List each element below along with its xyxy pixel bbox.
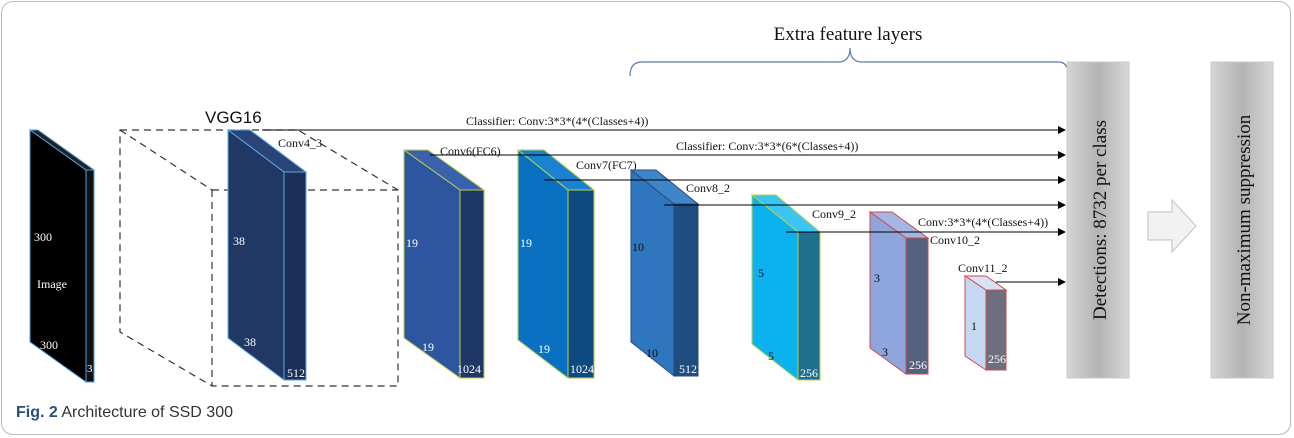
extra-layers-brace [629,47,1069,77]
conv6-block [402,149,486,379]
conv10-channels: 256 [909,358,927,372]
image-label: Image [37,277,67,291]
conv7-dim-2: 19 [538,342,550,356]
caption-label: Fig. 2 [16,404,58,421]
conv11-label: Conv11_2 [958,261,1008,275]
conv9-channels: 256 [800,366,818,380]
conv10-label: Conv10_2 [930,233,980,247]
conv8-label: Conv8_2 [686,181,730,195]
classifier-label-1: Classifier: Conv:3*3*(4*(Classes+4)) [466,114,648,128]
conv4-block [226,129,308,381]
classifier-label-3: Conv:3*3*(4*(Classes+4)) [918,215,1048,229]
conv6-label: Conv6(FC6) [440,144,501,158]
conv6-dim-2: 19 [422,340,434,354]
figure-caption: Fig. 2 Architecture of SSD 300 [16,404,233,422]
detections-box [1066,61,1130,379]
conv10-block [868,211,930,375]
conv4-dim-1: 38 [233,234,245,248]
vgg16-label: VGG16 [205,108,262,127]
conv6-channels: 1024 [457,362,481,376]
image-block [28,129,96,383]
conv9-dim-1: 5 [758,266,764,280]
hollow-right-arrow-icon [1147,198,1197,254]
classifier-label-2: Classifier: Conv:3*3*(6*(Classes+4)) [676,139,858,153]
conv10-dim-2: 3 [882,345,888,359]
image-dim-1: 300 [34,230,52,244]
conv9-dim-2: 5 [768,349,774,363]
conv9-label: Conv9_2 [812,207,856,221]
conv8-channels: 512 [679,362,697,376]
conv8-dim-2: 10 [646,346,658,360]
nms-box [1210,61,1274,379]
conv9-block [750,193,822,382]
image-dim-2: 300 [40,338,58,352]
conv7-label: Conv7(FC7) [576,158,637,172]
conv4-label: Conv4_3 [278,136,322,150]
caption-text: Architecture of SSD 300 [61,404,233,421]
conv4-channels: 512 [287,366,305,380]
conv8-block [629,168,700,378]
conv4-dim-2: 38 [244,335,256,349]
conv7-block [516,148,596,380]
detection-arrows [262,126,1066,286]
conv10-dim-1: 3 [874,271,880,285]
conv7-dim-1: 19 [520,236,532,250]
image-channels: 3 [87,363,93,375]
conv6-dim-1: 19 [406,236,418,250]
conv11-block [963,275,1008,371]
conv11-dim-1: 1 [971,319,977,333]
detections-label: Detections: 8732 per class [1090,120,1111,320]
extra-layers-title: Extra feature layers [774,24,923,45]
conv7-channels: 1024 [570,362,594,376]
conv11-channels: 256 [988,352,1006,366]
nms-label: Non-maximum suppression [1234,114,1255,325]
conv8-dim-1: 10 [632,240,644,254]
